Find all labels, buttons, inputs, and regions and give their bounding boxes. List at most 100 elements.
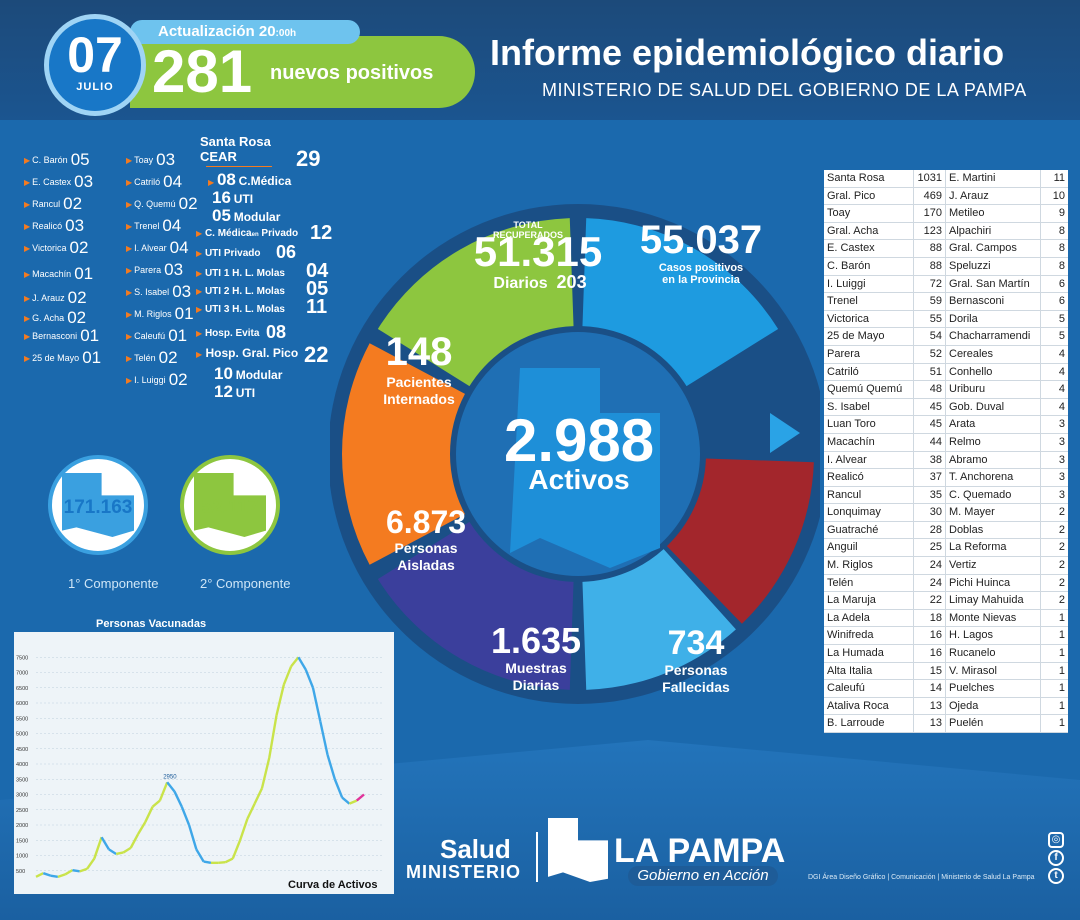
table-row: Trenel 59 Bernasconi 6: [824, 293, 1068, 311]
table-cell: 55: [914, 310, 946, 328]
table-cell: 3: [1058, 453, 1065, 466]
table-cell: Rancul: [824, 486, 914, 504]
triangle-icon: ▶: [126, 244, 133, 253]
table-cell: Pichi Huinca: [946, 574, 1041, 592]
instagram-icon[interactable]: ◎: [1048, 832, 1064, 848]
table-row: 25 de Mayo 54 Chacharramendi 5: [824, 328, 1068, 346]
table-row: La Adela 18 Monte Nievas 1: [824, 609, 1068, 628]
table-cell: Lonquimay: [824, 504, 914, 521]
y-tick-label: 4500: [16, 747, 28, 753]
segment-recovered: [377, 218, 574, 387]
table-cell: Parera: [824, 345, 914, 363]
table-cell: 59: [914, 293, 946, 310]
hospitalized-label: Pacientes Internados: [383, 374, 455, 407]
table-cell: Ojeda: [946, 697, 1041, 715]
table-cell: 25 de Mayo: [824, 328, 914, 345]
cear-modular: 05 Modular: [212, 206, 281, 225]
table-cell: C. Barón: [824, 257, 914, 275]
hospitalized-value: 148: [385, 330, 453, 374]
series-line-segment: [268, 714, 278, 759]
new-positives-box: 281 nuevos positivos: [130, 36, 475, 108]
series-line-segment: [158, 781, 169, 802]
table-cell: 1: [1058, 611, 1065, 624]
table-cell: 13: [914, 697, 946, 715]
table-cell: Ataliva Roca: [824, 697, 914, 715]
table-row: Realicó 37 T. Anchorena 3: [824, 469, 1068, 487]
series-line-segment: [203, 860, 212, 865]
triangle-icon: ▶: [24, 244, 31, 253]
locality-item: ▶ Parera 03: [126, 260, 184, 279]
table-cell: 24: [914, 557, 946, 574]
table-cell: 45: [914, 398, 946, 416]
table-cell: Macachín: [824, 433, 914, 451]
table-cell: 11: [1053, 172, 1065, 184]
active-label: Activos: [528, 464, 630, 495]
table-row: S. Isabel 45 Gob. Duval 4: [824, 398, 1068, 417]
triangle-icon: ▶: [126, 332, 133, 341]
table-cell: 3: [1058, 418, 1065, 431]
table-cell: Alpachiri: [946, 222, 1041, 240]
y-tick-label: 3500: [16, 777, 28, 783]
table-cell: Alta Italia: [824, 662, 914, 680]
footer-la-pampa: LA PAMPA: [614, 832, 786, 870]
table-cell: 469: [914, 187, 946, 205]
table-cell: Dorila: [946, 310, 1041, 328]
cmedica-privado: ▶ C. Médicaen Privado: [196, 228, 299, 239]
table-cell: M. Riglos: [824, 557, 914, 574]
series-line-segment: [341, 796, 351, 805]
series-line-segment: [253, 787, 264, 805]
table-cell: Victorica: [824, 310, 914, 328]
locality-item: ▶ S. Isabel 03: [126, 282, 192, 301]
series-line-segment: [231, 839, 242, 859]
series-line-segment: [180, 806, 191, 826]
twitter-icon[interactable]: t: [1048, 868, 1064, 884]
locality-item: ▶ C. Barón 05: [24, 150, 90, 169]
uti3-molas-value: 11: [306, 296, 328, 318]
triangle-icon: ▶: [24, 294, 31, 303]
table-cell: Relmo: [946, 433, 1041, 451]
cmedica-privado-value: 12: [310, 222, 333, 244]
uti1-molas-value: 04: [306, 260, 329, 282]
table-cell: 52: [914, 345, 946, 363]
table-cell: Cereales: [946, 345, 1041, 363]
table-cell: Puelén: [946, 715, 1041, 732]
table-cell: T. Anchorena: [946, 469, 1041, 486]
locality-item: ▶ Trenel 04: [126, 216, 182, 235]
series-line-segment: [100, 836, 110, 851]
table-cell: 5: [1058, 312, 1065, 325]
triangle-icon: ▶: [24, 354, 31, 363]
hosp-evita-value: 08: [266, 322, 287, 342]
table-cell: La Reforma: [946, 539, 1041, 557]
y-tick-label: 5000: [16, 732, 28, 738]
series-line-segment: [246, 803, 256, 820]
samples-value: 1.635: [490, 620, 582, 661]
table-cell: 1: [1058, 664, 1065, 677]
triangle-icon: ▶: [208, 178, 215, 187]
table-row: Lonquimay 30 M. Mayer 2: [824, 504, 1068, 522]
series-line-segment: [86, 857, 96, 870]
facebook-icon[interactable]: f: [1048, 850, 1064, 866]
table-cell: 14: [914, 680, 946, 697]
locality-item: ▶ G. Acha 02: [24, 308, 87, 327]
series-line-segment: [224, 857, 234, 864]
table-cell: B. Larroude: [824, 715, 914, 732]
table-cell: Rucanelo: [946, 645, 1041, 662]
table-cell: 170: [914, 205, 946, 222]
y-tick-label: 3000: [16, 793, 28, 799]
table-cell: Catriló: [824, 363, 914, 381]
table-row: I. Luiggi 72 Gral. San Martín 6: [824, 275, 1068, 294]
table-cell: 8: [1058, 224, 1065, 237]
table-cell: 37: [914, 469, 946, 486]
series-line-segment: [333, 778, 344, 798]
series-line-segment: [108, 848, 117, 855]
footer-divider: [536, 832, 538, 882]
date-badge: 07 JULIO: [44, 14, 146, 116]
table-cell: 4: [1058, 400, 1065, 413]
page-title: Informe epidemiológico diario: [490, 32, 1005, 73]
table-row: E. Castex 88 Gral. Campos 8: [824, 240, 1068, 258]
uti2-molas: ▶ UTI 2 H. L. Molas: [196, 286, 285, 297]
series-line-segment: [311, 687, 322, 722]
table-cell: C. Quemado: [946, 486, 1041, 504]
locality-item: ▶ Rancul 02: [24, 194, 83, 213]
date-day: 07: [67, 27, 123, 83]
